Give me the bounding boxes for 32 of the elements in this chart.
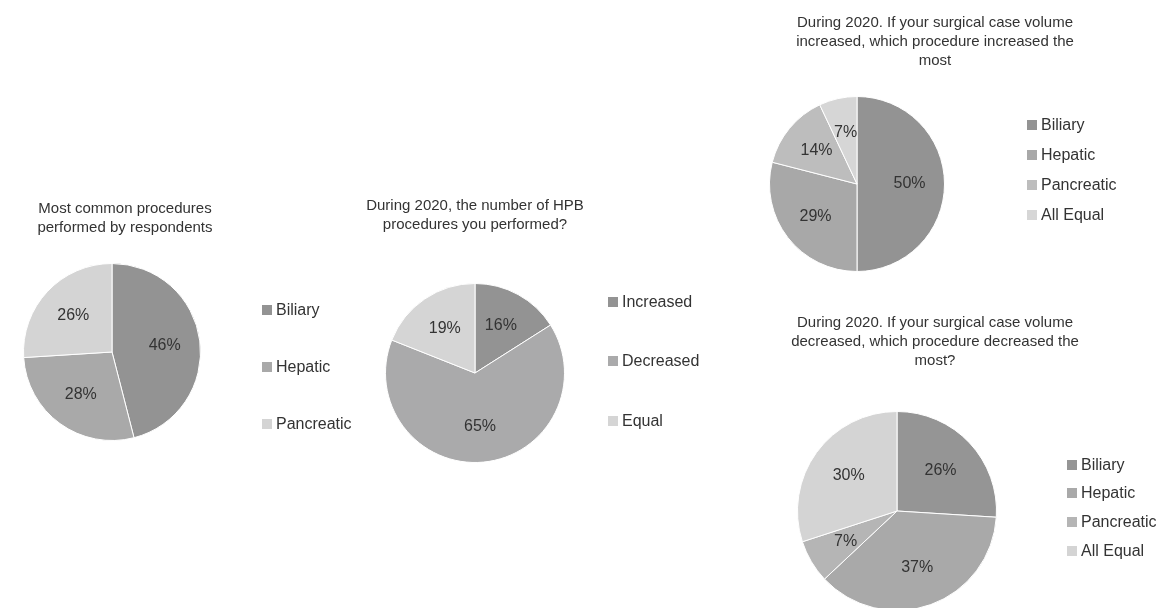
legend-label: Increased (622, 293, 693, 311)
chart-title: Most common procedures performed by respondents (36, 198, 214, 236)
data-label: 7% (833, 123, 858, 141)
data-label: 37% (901, 557, 934, 575)
legend-label: Decreased (622, 352, 700, 370)
legend-label: Pancreatic (276, 415, 352, 433)
legend-label: Hepatic (276, 358, 331, 376)
chart-title: During 2020. If your surgical case volume increased, which procedure increased the most (795, 12, 1075, 69)
legend-label: Hepatic (1041, 146, 1096, 164)
legend-label: Hepatic (1081, 484, 1136, 502)
data-label: 19% (428, 318, 461, 336)
chart-title: During 2020. If your surgical case volume decreased, which procedure decreased the most? (790, 312, 1080, 369)
legend-label: Biliary (1041, 116, 1085, 134)
data-label: 50% (893, 174, 926, 192)
legend-label: Biliary (1081, 456, 1125, 474)
data-label: 46% (148, 335, 181, 353)
legend-label: Pancreatic (1081, 513, 1157, 531)
data-label: 29% (799, 206, 832, 224)
legend-label: All Equal (1041, 206, 1105, 224)
chart-title: During 2020, the number of HPB procedures you performed? (365, 195, 585, 233)
legend-label: Biliary (276, 301, 320, 319)
legend-label: Pancreatic (1041, 176, 1117, 194)
data-label: 14% (800, 140, 833, 158)
legend-label: All Equal (1081, 542, 1145, 560)
data-label: 30% (832, 466, 865, 484)
legend-label: Equal (622, 412, 663, 430)
data-label: 28% (64, 385, 97, 403)
data-label: 65% (464, 416, 497, 434)
data-label: 7% (834, 531, 858, 549)
data-label: 26% (57, 306, 90, 324)
data-label: 26% (924, 460, 957, 478)
data-label: 16% (484, 316, 517, 334)
